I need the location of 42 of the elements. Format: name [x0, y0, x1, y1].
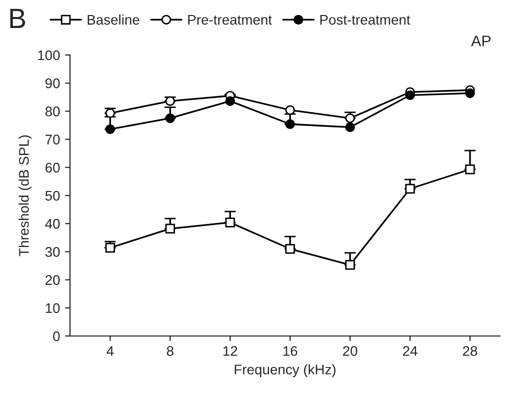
point	[165, 113, 176, 124]
point	[225, 96, 235, 106]
point	[405, 90, 415, 100]
y-axis-title: Threshold (dB SPL)	[18, 135, 32, 256]
point	[345, 260, 355, 270]
point	[345, 122, 355, 132]
point	[105, 108, 116, 118]
x-axis-title: Frequency (kHz)	[234, 364, 336, 378]
y-tick-label: 10	[46, 303, 60, 314]
x-tick-label: 4	[106, 346, 114, 356]
point	[165, 96, 176, 106]
point	[285, 105, 295, 115]
y-tick-label: 100	[38, 50, 60, 60]
point	[165, 224, 176, 234]
y-tick-label: 90	[45, 78, 60, 88]
point	[285, 244, 295, 254]
y-tick-label: 60	[46, 162, 60, 173]
y-tick-label: 0	[53, 331, 60, 342]
point	[345, 113, 355, 124]
y-tick-label: 30	[45, 247, 60, 257]
y-tick-label: 50	[45, 190, 60, 201]
text: AP	[471, 36, 491, 46]
y-tick-label: 80	[45, 106, 60, 116]
x-tick-label: 8	[166, 346, 174, 356]
point	[105, 124, 116, 134]
point	[405, 184, 415, 194]
x-tick-label: 28	[462, 346, 478, 356]
point	[285, 119, 295, 129]
x-tick-label: 20	[343, 346, 358, 356]
legend-label: Baseline	[88, 14, 140, 25]
y-tick-label: 20	[46, 275, 60, 285]
point	[225, 218, 235, 228]
point	[465, 164, 475, 174]
x-tick-label: 12	[223, 346, 238, 356]
x-tick-label: 24	[403, 346, 418, 356]
legend-label: Pre-treatment	[188, 15, 272, 25]
x-tick-label: 16	[283, 346, 298, 356]
point	[465, 88, 475, 98]
chart-title: B	[10, 8, 26, 28]
legend-label: Post-treatment	[320, 15, 410, 25]
y-tick-label: 70	[46, 134, 60, 144]
y-tick-label: 40	[45, 218, 60, 229]
